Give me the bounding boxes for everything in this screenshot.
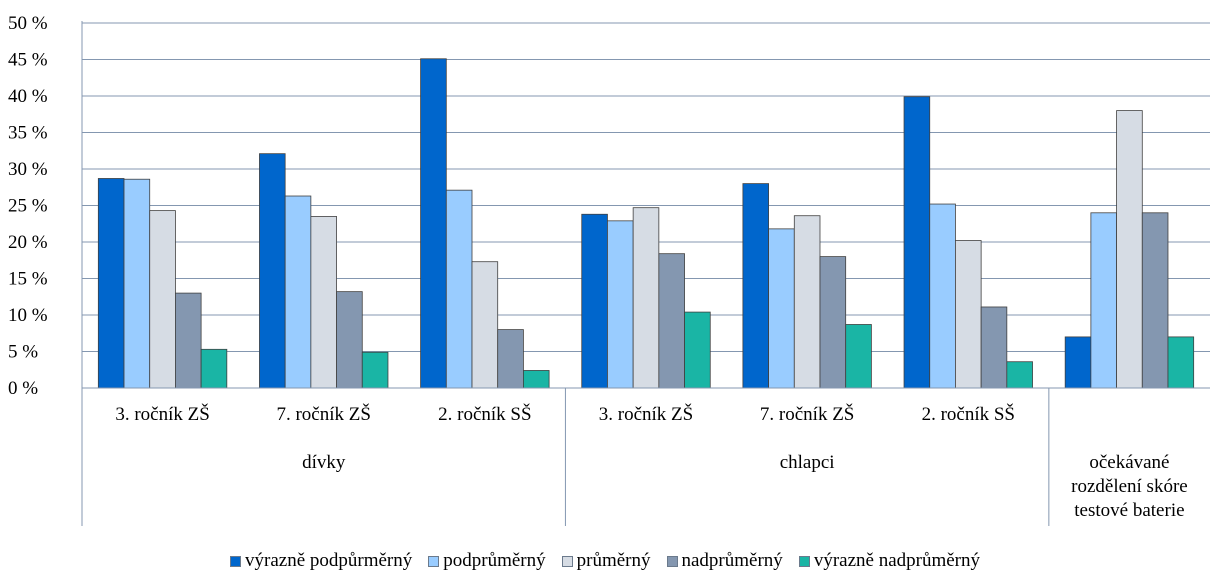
bar [97, 178, 125, 389]
y-tick-label: 45 % [8, 50, 48, 71]
bar [497, 329, 524, 389]
bar [123, 178, 151, 389]
bar [310, 216, 337, 389]
bar [768, 228, 795, 389]
group-label: dívky [302, 452, 346, 473]
bar [955, 240, 982, 389]
bar [903, 96, 931, 389]
bar [980, 306, 1008, 389]
bar [1116, 110, 1143, 389]
bar [336, 291, 363, 389]
bar [929, 203, 956, 389]
axes [81, 21, 1210, 526]
group-label-line: testové baterie [1074, 500, 1184, 521]
bar [684, 311, 711, 389]
legend-item: podprůměrný [428, 550, 546, 572]
bar [175, 292, 202, 389]
bar [845, 324, 872, 389]
bar [149, 210, 176, 389]
bar [523, 370, 550, 389]
legend-label: podprůměrný [443, 550, 546, 571]
legend-label: výrazně podpůrměrný [245, 550, 413, 571]
bar [793, 215, 821, 389]
legend-label: průměrný [576, 550, 651, 571]
y-tick-label: 15 % [8, 269, 48, 290]
group-label-line: očekávané [1089, 452, 1169, 473]
bar [1167, 336, 1195, 389]
axis-labels: 0 % 5 % 10 % 15 % 20 % 25 % 30 % 35 % 40 % 45 % 50… [8, 13, 1188, 521]
bar [471, 261, 499, 389]
bar [1064, 336, 1092, 389]
category-label: 3. ročník ZŠ [599, 403, 693, 425]
y-tick-label: 10 % [8, 305, 48, 326]
bars [97, 58, 1195, 389]
category-label: 2. ročník SŠ [438, 403, 531, 425]
y-tick-label: 5 % [8, 342, 38, 363]
bar [819, 256, 847, 389]
legend-label: výrazně nadprůměrný [813, 550, 980, 571]
legend-swatch [666, 555, 678, 567]
bar [259, 153, 286, 389]
bar [445, 189, 473, 389]
category-label: 7. ročník ZŠ [276, 403, 370, 425]
bar [1006, 361, 1033, 389]
y-tick-label: 25 % [8, 196, 48, 217]
y-tick-label: 40 % [8, 86, 48, 107]
bar [632, 207, 660, 389]
bar [742, 183, 769, 389]
category-label: 2. ročník SŠ [922, 403, 1015, 425]
legend-item: výrazně nadprůměrný [798, 550, 980, 572]
bar [1141, 212, 1169, 389]
legend-swatch [561, 555, 573, 567]
y-tick-label: 30 % [8, 159, 48, 180]
bar [284, 195, 312, 389]
bar [420, 58, 447, 389]
bar [581, 213, 608, 389]
legend-item: výrazně podpůrměrný [230, 550, 412, 572]
legend-swatch [230, 555, 241, 567]
legend-item: průměrný [561, 550, 651, 572]
category-label: 7. ročník ZŠ [760, 403, 854, 425]
legend-item: nadprůměrný [666, 550, 783, 572]
category-label: 3. ročník ZŠ [115, 403, 209, 425]
legend-label: nadprůměrný [681, 550, 783, 571]
y-tick-label: 0 % [8, 378, 38, 399]
group-label: chlapci [780, 452, 835, 473]
bar [200, 348, 228, 389]
y-tick-label: 50 % [8, 13, 48, 34]
bar [361, 351, 389, 389]
bar [658, 253, 685, 389]
legend-swatch [798, 555, 810, 567]
bar [1090, 212, 1117, 389]
bar [607, 220, 634, 389]
legend: výrazně podpůrměrný podprůměrný průměrný na… [0, 550, 1210, 572]
group-label-line: rozdělení skóre [1071, 476, 1188, 497]
y-tick-label: 35 % [8, 123, 48, 144]
legend-swatch [428, 555, 440, 567]
y-tick-label: 20 % [8, 232, 48, 253]
